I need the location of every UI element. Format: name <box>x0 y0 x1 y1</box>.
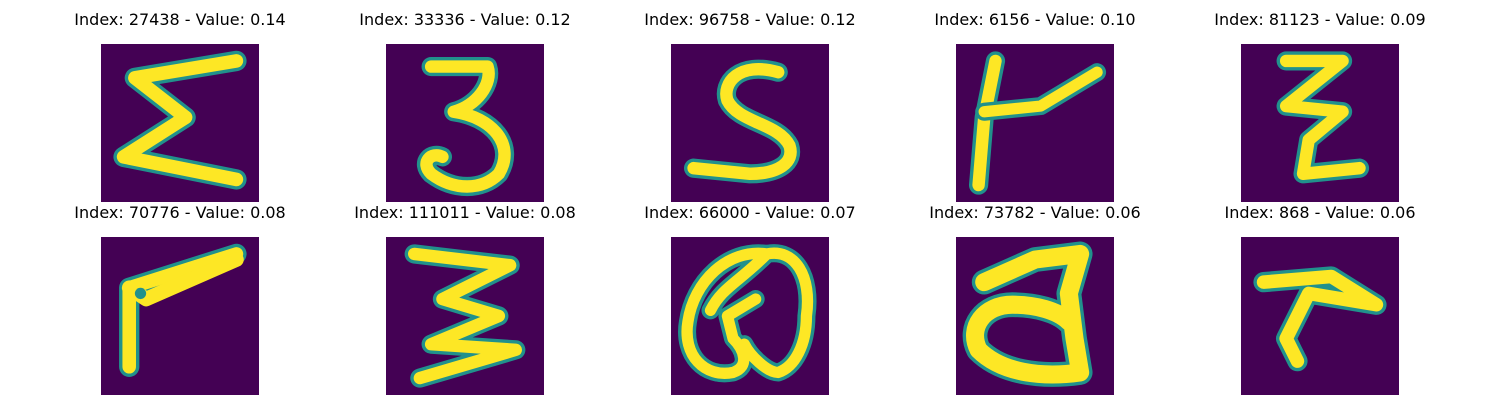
sample-cell-3: Index: 96758 - Value: 0.12 <box>610 10 890 202</box>
r-glyph <box>1253 266 1387 372</box>
s-glyph <box>683 59 801 184</box>
digit-image <box>386 44 544 202</box>
digit-image <box>671 44 829 202</box>
three-glyph <box>416 56 514 196</box>
sample-title: Index: 27438 - Value: 0.14 <box>74 10 286 29</box>
p-glyph <box>119 243 247 377</box>
t-glyph <box>968 51 1107 195</box>
digit-image <box>101 237 259 395</box>
sample-title: Index: 66000 - Value: 0.07 <box>644 203 856 222</box>
digit-image <box>1241 237 1399 395</box>
three-glyph <box>404 244 526 388</box>
sample-title: Index: 33336 - Value: 0.12 <box>359 10 571 29</box>
sample-cell-1: Index: 27438 - Value: 0.14 <box>40 10 320 202</box>
sample-cell-5: Index: 81123 - Value: 0.09 <box>1180 10 1460 202</box>
z-glyph <box>1276 51 1370 184</box>
q-glyph <box>678 244 817 383</box>
digit-image <box>1241 44 1399 202</box>
sample-title: Index: 6156 - Value: 0.10 <box>934 10 1136 29</box>
digit-image <box>101 44 259 202</box>
sample-cell-7: Index: 111011 - Value: 0.08 <box>325 203 605 395</box>
sample-cell-6: Index: 70776 - Value: 0.08 <box>40 203 320 395</box>
sample-cell-2: Index: 33336 - Value: 0.12 <box>325 10 605 202</box>
digit-image <box>671 237 829 395</box>
sigma-glyph <box>113 50 247 190</box>
sample-title: Index: 73782 - Value: 0.06 <box>929 203 1141 222</box>
digit-image <box>386 237 544 395</box>
sample-cell-9: Index: 73782 - Value: 0.06 <box>895 203 1175 395</box>
d-glyph <box>962 241 1093 387</box>
sample-title: Index: 111011 - Value: 0.08 <box>354 203 576 222</box>
sample-cell-10: Index: 868 - Value: 0.06 <box>1180 203 1460 395</box>
sample-cell-4: Index: 6156 - Value: 0.10 <box>895 10 1175 202</box>
digit-image <box>956 237 1114 395</box>
sample-title: Index: 96758 - Value: 0.12 <box>644 10 856 29</box>
sample-title: Index: 81123 - Value: 0.09 <box>1214 10 1426 29</box>
sample-title: Index: 70776 - Value: 0.08 <box>74 203 286 222</box>
digit-image <box>956 44 1114 202</box>
sample-cell-8: Index: 66000 - Value: 0.07 <box>610 203 890 395</box>
sample-title: Index: 868 - Value: 0.06 <box>1224 203 1416 222</box>
